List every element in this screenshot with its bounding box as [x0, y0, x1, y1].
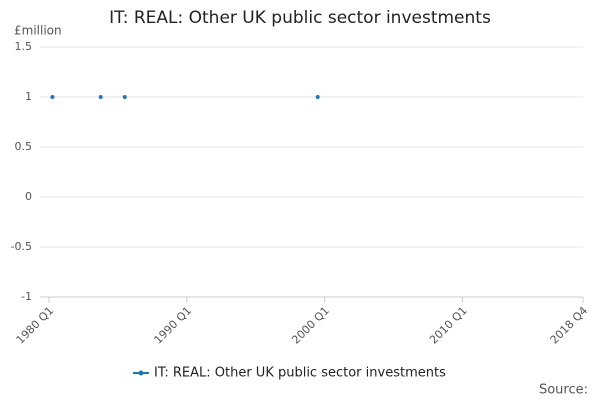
source: Source: [539, 383, 588, 398]
point [315, 95, 320, 99]
y-tick-label: 0 [25, 190, 32, 203]
x-tick-label: 2000 Q1 [289, 304, 332, 347]
y-tick-label: 1 [25, 90, 32, 103]
x-tick-label: 1990 Q1 [152, 304, 195, 347]
legend-label: IT: REAL: Other UK public sector investm… [154, 366, 446, 381]
y-tick-label: 1.5 [15, 40, 33, 53]
x-tick-label: 2010 Q1 [427, 304, 470, 347]
point [122, 95, 127, 99]
y-axis-label: £million [14, 24, 62, 38]
y-tick-label: -0.5 [11, 240, 32, 253]
legend-marker [138, 370, 144, 376]
chart-title: IT: REAL: Other UK public sector investm… [109, 8, 491, 28]
y-tick-label: 0.5 [15, 140, 33, 153]
y-tick-label: -1 [21, 290, 32, 303]
point [98, 95, 103, 99]
x-tick-label: 2018 Q4 [548, 304, 591, 347]
x-tick-label: 1980 Q1 [14, 304, 57, 347]
point [50, 95, 55, 99]
